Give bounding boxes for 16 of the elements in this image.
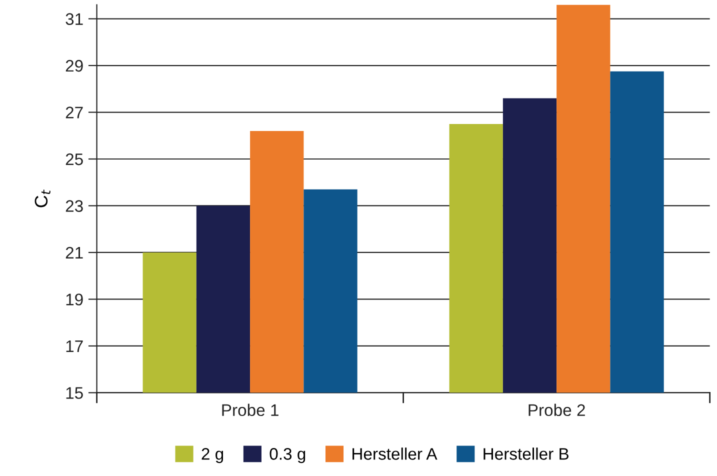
y-axis-title: C$_{t}$ xyxy=(34,190,50,208)
y-tick-label: 23 xyxy=(66,200,83,212)
legend-label: Hersteller A xyxy=(352,448,438,460)
legend-label: Hersteller B xyxy=(484,448,568,460)
y-tick-label: 29 xyxy=(66,60,83,72)
y-tick-label: 15 xyxy=(66,387,83,399)
x-tick-label: Probe 1 xyxy=(222,404,278,416)
y-tick-label: 21 xyxy=(66,246,83,259)
legend-label: 2 g xyxy=(202,448,224,464)
x-tick-label: Probe 2 xyxy=(528,404,585,416)
y-tick-label: 17 xyxy=(66,340,83,352)
y-tick-label: 25 xyxy=(66,153,83,166)
y-tick-label: 31 xyxy=(66,13,83,25)
y-tick-label: 27 xyxy=(66,106,83,118)
y-tick-label: 19 xyxy=(66,294,83,306)
legend-label: 0.3 g xyxy=(270,448,306,464)
